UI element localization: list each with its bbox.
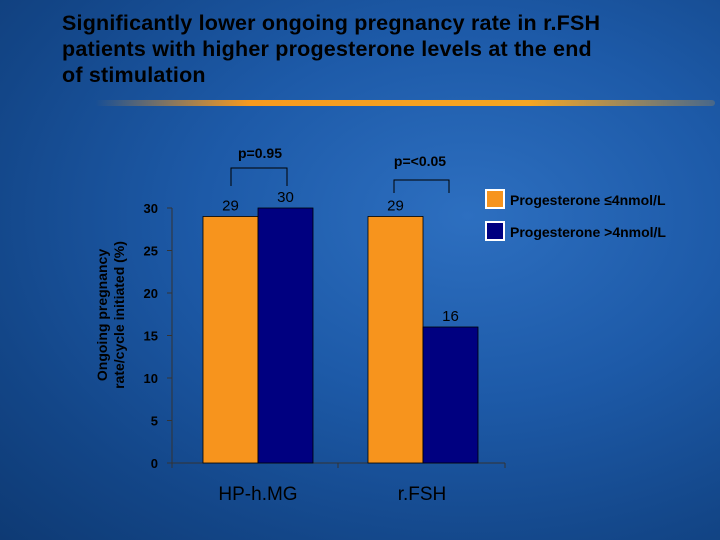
title-divider bbox=[95, 100, 715, 106]
title-line-1: Significantly lower ongoing pregnancy ra… bbox=[62, 11, 601, 35]
title-line-2: patients with higher progesterone levels… bbox=[62, 37, 592, 61]
x-category-label: HP-h.MG bbox=[218, 484, 297, 505]
y-axis-label-line-2: rate/cycle initiated (%) bbox=[111, 241, 127, 389]
y-tick-label: 5 bbox=[151, 414, 158, 429]
data-label: 30 bbox=[277, 189, 294, 206]
x-category-label: r.FSH bbox=[398, 484, 447, 505]
legend-swatch-low bbox=[485, 189, 505, 209]
data-label: 29 bbox=[222, 198, 239, 215]
legend-label-high: Progesterone >4nmol/L bbox=[510, 224, 666, 240]
y-tick-label: 0 bbox=[151, 456, 158, 471]
bar bbox=[202, 216, 259, 464]
p-value-hpmg: p=0.95 bbox=[238, 145, 282, 161]
bar bbox=[367, 216, 424, 464]
legend-label-low: Progesterone ≤4nmol/L bbox=[510, 192, 666, 208]
p-value-rfsh-bracket bbox=[393, 179, 450, 193]
y-axis-label-line-1: Ongoing pregnancy bbox=[94, 249, 110, 381]
y-tick-label: 15 bbox=[144, 329, 158, 344]
y-tick-label: 30 bbox=[144, 201, 158, 216]
y-tick-label: 10 bbox=[144, 371, 158, 386]
bar bbox=[257, 207, 314, 464]
plot-area: 0 5 10 15 20 25 30 29 30 HP-h.MG 29 16 r.FSH bbox=[144, 189, 506, 505]
bar bbox=[422, 326, 479, 464]
p-value-rfsh: p=<0.05 bbox=[394, 153, 446, 169]
data-label: 16 bbox=[442, 308, 459, 325]
title-line-3: of stimulation bbox=[62, 63, 206, 87]
data-label: 29 bbox=[387, 198, 404, 215]
p-value-hpmg-bracket bbox=[230, 167, 288, 186]
slide-title: Significantly lower ongoing pregnancy ra… bbox=[62, 10, 682, 88]
y-tick-label: 25 bbox=[144, 244, 158, 259]
y-tick-label: 20 bbox=[144, 286, 158, 301]
legend-swatch-high bbox=[485, 221, 505, 241]
